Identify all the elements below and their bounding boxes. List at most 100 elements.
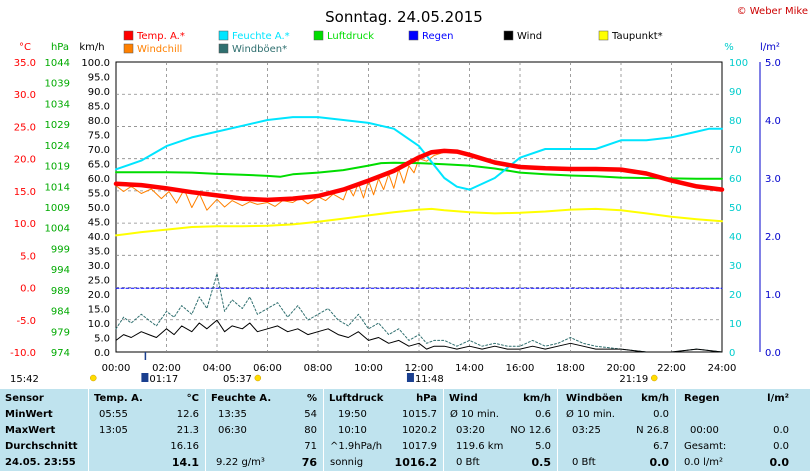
legend-swatch xyxy=(408,30,419,41)
x-tick-label: 16:00 xyxy=(506,363,535,374)
rain-total-value: 0.0 xyxy=(773,441,789,452)
humidity-tick-label: 30 xyxy=(729,261,742,272)
wind-tick-label: 20.0 xyxy=(88,290,110,301)
legend-swatch xyxy=(123,43,134,54)
x-tick-label: 12:00 xyxy=(405,363,434,374)
temp-max-time: 13:05 xyxy=(99,425,128,436)
stats-label-now: 24.05. 23:55 xyxy=(5,457,76,468)
wind-tick-label: 65.0 xyxy=(88,160,110,171)
x-tick-label: 20:00 xyxy=(607,363,636,374)
legend-label: Windchill xyxy=(137,44,182,55)
temp-tick-label: 30.0 xyxy=(14,90,36,101)
stats-col-pressure: Luftdruck hPa 19:50 1015.7 10:10 1020.2 ^1.… xyxy=(323,389,443,471)
wind-mean-value: 5.0 xyxy=(535,441,551,452)
series-line xyxy=(115,319,723,353)
pressure-tick-label: 1039 xyxy=(45,79,70,90)
wind-max-value: NO 12.6 xyxy=(510,425,551,436)
sunrise-time: 05:37 xyxy=(223,374,252,385)
x-tick-label: 18:00 xyxy=(556,363,585,374)
rain-axis-unit: l/m² xyxy=(760,42,780,53)
legend-label: Feuchte A.* xyxy=(232,31,290,42)
series-line xyxy=(113,148,725,203)
weather-chart: Sonntag. 24.05.2015 © Weber Mike °C hPa … xyxy=(10,6,808,385)
humidity-tick-label: 90 xyxy=(729,87,742,98)
wind-tick-label: 30.0 xyxy=(88,261,110,272)
wind-tick-label: 25.0 xyxy=(88,276,110,287)
legend-swatch xyxy=(598,30,609,41)
axes: 35.0 30.0 25.0 20.0 15.0 10.0 5.0 0.0 -5.0 -10.0 1… xyxy=(10,58,781,374)
stats-header-pressure: Luftdruck xyxy=(329,393,384,404)
rain-end-icon xyxy=(406,373,414,382)
rain-max-value: 0.0 xyxy=(773,425,789,436)
gust-mean-value: 6.7 xyxy=(653,441,669,452)
stats-col-sensor: Sensor MinWert MaxWert Durchschnitt 24.0… xyxy=(0,389,88,471)
stats-col-temp: Temp. A. °C 05:55 12.6 13:05 21.3 16.16 14.… xyxy=(88,389,205,471)
sunset-time: 21:19 xyxy=(619,374,648,385)
wind-tick-label: 35.0 xyxy=(88,247,110,258)
time-markers: 05:37 21:19 15:42 01:17 11:48 xyxy=(10,352,658,385)
chart-title: Sonntag. 24.05.2015 xyxy=(325,8,483,26)
temp-tick-label: 15.0 xyxy=(14,187,36,198)
temp-min-value: 12.6 xyxy=(176,409,199,420)
wind-tick-label: 100.0 xyxy=(81,58,110,69)
rain-tick-label: 3.0 xyxy=(765,174,781,185)
gust-beaufort: 0 Bft xyxy=(572,457,596,468)
moon-icon xyxy=(90,374,97,382)
pressure-axis-unit: hPa xyxy=(51,42,69,53)
legend-label: Regen xyxy=(422,31,454,42)
x-tick-label: 00:00 xyxy=(102,363,131,374)
legend: Temp. A.* Feuchte A.* Luftdruck Regen Wind Ta… xyxy=(123,30,663,55)
rain-total-label: Gesamt: xyxy=(684,441,727,452)
series-line xyxy=(115,207,723,237)
stats-header-gust: Windböen xyxy=(566,393,623,404)
pressure-tick-label: 979 xyxy=(51,327,70,338)
stats-header-wind: Wind xyxy=(449,393,478,404)
hum-min-time: 13:35 xyxy=(218,409,247,420)
stats-col-wind: Wind km/h Ø 10 min. 0.6 03:20 NO 12.6 119.6… xyxy=(443,389,557,471)
stats-label-avg: Durchschnitt xyxy=(5,441,78,452)
legend-swatch xyxy=(218,30,229,41)
pressure-tick-label: 994 xyxy=(51,265,70,276)
hum-absolute-value: 9.22 g/m³ xyxy=(216,457,265,468)
humidity-tick-label: 10 xyxy=(729,319,742,330)
stats-unit-wind: km/h xyxy=(523,393,551,404)
rain-tick-label: 1.0 xyxy=(765,290,781,301)
hum-max-value: 80 xyxy=(304,425,317,436)
wind-tick-label: 50.0 xyxy=(88,203,110,214)
legend-swatch xyxy=(123,30,134,41)
temp-max-value: 21.3 xyxy=(176,425,199,436)
temp-avg-value: 16.16 xyxy=(170,441,199,452)
stats-unit-pressure: hPa xyxy=(416,393,437,404)
x-tick-label: 06:00 xyxy=(253,363,282,374)
legend-swatch xyxy=(218,43,229,54)
temp-tick-label: -10.0 xyxy=(10,348,36,359)
wind-tick-label: 95.0 xyxy=(88,73,110,84)
moon-time: 15:42 xyxy=(10,374,39,385)
wind-now-value: 0.5 xyxy=(531,456,552,469)
stats-label-min: MinWert xyxy=(5,409,53,420)
rain-tick-label: 4.0 xyxy=(765,116,781,127)
series-line xyxy=(115,273,723,353)
x-tick-label: 02:00 xyxy=(152,363,181,374)
humidity-tick-label: 40 xyxy=(729,232,742,243)
pressure-tick-label: 1034 xyxy=(45,99,70,110)
humidity-tick-label: 50 xyxy=(729,203,742,214)
press-max-time: 10:10 xyxy=(338,425,367,436)
gust-max-value: N 26.8 xyxy=(636,425,669,436)
press-avg-value: 1017.9 xyxy=(402,441,437,452)
wind-tick-label: 55.0 xyxy=(88,189,110,200)
stats-col-rain: Regen l/m² 00:00 0.0 Gesamt: 0.0 0.0 l/m² 0.… xyxy=(675,389,795,471)
series-line xyxy=(115,161,723,180)
humidity-tick-label: 60 xyxy=(729,174,742,185)
pressure-tick-label: 974 xyxy=(51,348,70,359)
statistics-panel: Sensor MinWert MaxWert Durchschnitt 24.0… xyxy=(0,389,810,471)
stats-header-rain: Regen xyxy=(684,393,720,404)
pressure-tick-label: 999 xyxy=(51,244,70,255)
gust-avg-value: 0.0 xyxy=(653,409,669,420)
sunrise-icon xyxy=(254,374,262,382)
legend-label: Taupunkt* xyxy=(611,31,663,42)
temp-tick-label: 10.0 xyxy=(14,219,36,230)
wind-avg-label: Ø 10 min. xyxy=(450,409,499,420)
pressure-tick-label: 984 xyxy=(51,307,70,318)
press-max-value: 1020.2 xyxy=(402,425,437,436)
